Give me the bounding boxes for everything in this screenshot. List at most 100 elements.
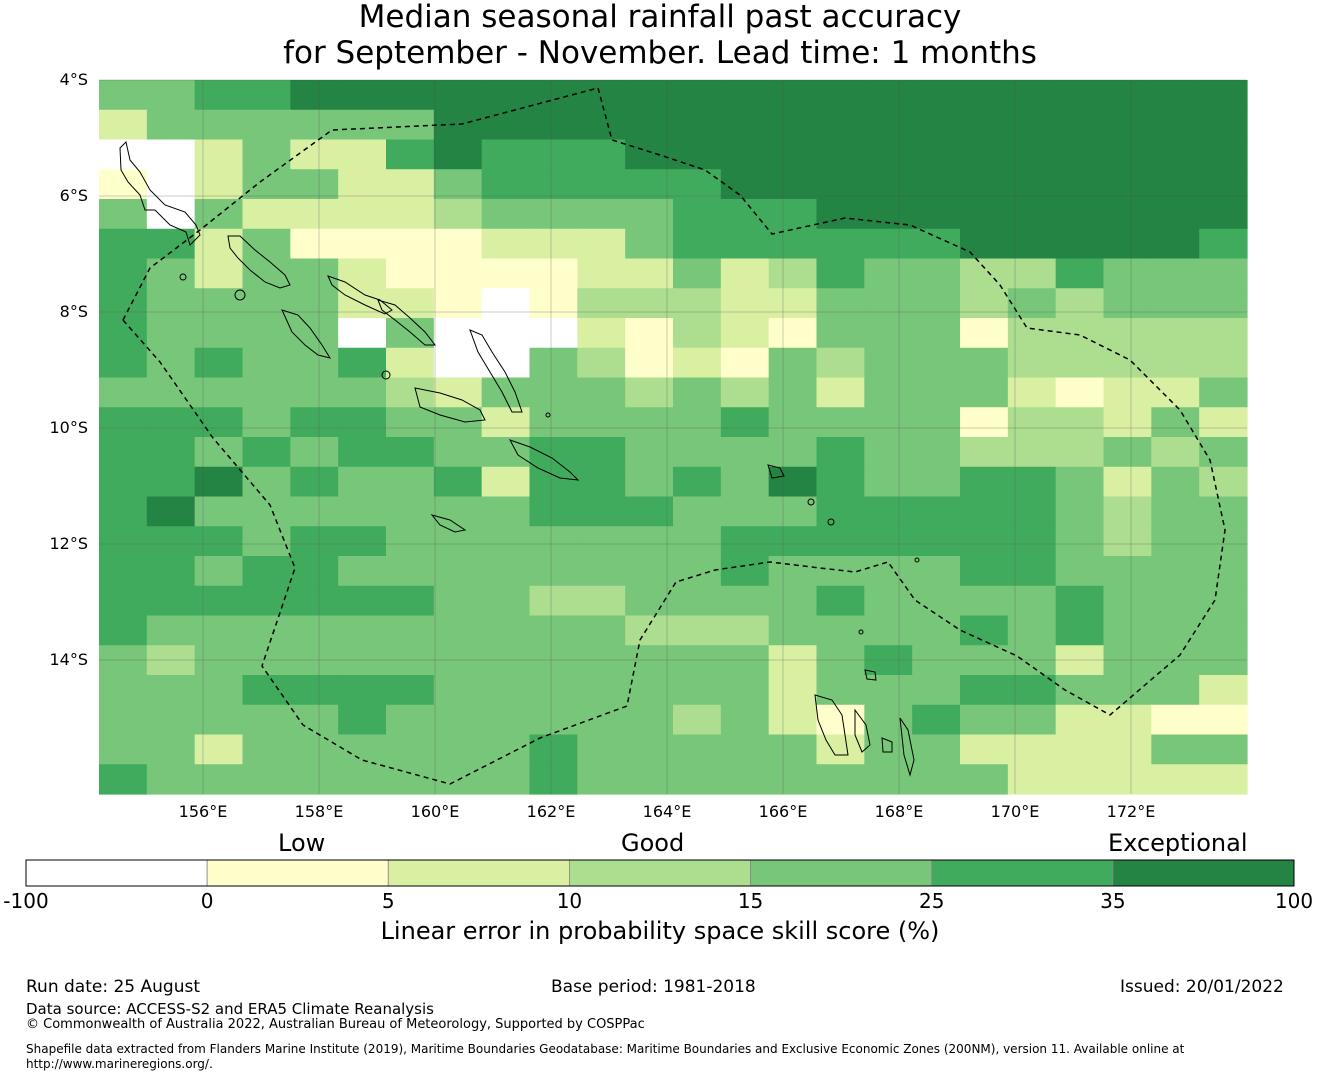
grid-cell (673, 466, 722, 498)
grid-cell (1151, 347, 1200, 379)
grid-cell (1151, 199, 1200, 230)
grid-cell (768, 437, 818, 468)
grid-cell (1103, 496, 1152, 527)
latitude-label: 8°S (59, 302, 88, 321)
grid-cell (864, 377, 913, 408)
grid-cell (99, 615, 148, 646)
grid-cell (816, 466, 865, 498)
grid-cell (625, 228, 674, 260)
skill-grid (99, 80, 1248, 795)
grid-cell (577, 615, 626, 646)
grid-cell (864, 556, 913, 587)
grid-cell (194, 496, 244, 527)
grid-cell (99, 526, 148, 557)
grid-cell (673, 704, 722, 736)
grid-cell (338, 734, 387, 765)
grid-cell (242, 347, 291, 379)
grid-cell (242, 466, 291, 498)
grid-cell (1007, 80, 1057, 111)
grid-cell (816, 80, 865, 111)
grid-cell (242, 526, 291, 557)
grid-cell (577, 556, 626, 587)
grid-cell (625, 645, 674, 676)
grid-cell (1055, 288, 1105, 319)
grid-cell (338, 109, 387, 141)
grid-cell (912, 199, 961, 230)
grid-cell (290, 80, 339, 111)
grid-cell (1055, 199, 1105, 230)
coastline-islet-7 (545, 412, 551, 418)
grid-cell (529, 615, 578, 646)
grid-cell (1007, 377, 1057, 408)
grid-cell (673, 764, 722, 795)
grid-cell (625, 764, 674, 795)
grid-cell (912, 585, 961, 617)
grid-cell (290, 675, 339, 706)
grid-cell (146, 585, 196, 617)
grid-cell (960, 496, 1009, 527)
colorbar-tick-label: 100 (1274, 889, 1314, 913)
grid-cell (1007, 318, 1057, 349)
grid-cell (146, 139, 196, 170)
grid-cell (577, 407, 626, 438)
grid-cell (1151, 437, 1200, 468)
grid-cell (1103, 80, 1152, 111)
colorbar-tick-label: 0 (200, 889, 214, 913)
grid-cell (1055, 496, 1105, 527)
grid-cell (338, 764, 387, 795)
grid-cell (386, 258, 435, 289)
grid-cell (1151, 318, 1200, 349)
grid-cell (912, 407, 961, 438)
colorbar-segment (25, 859, 208, 887)
grid-cell (960, 466, 1009, 498)
grid-cell (720, 347, 770, 379)
grid-cell (1007, 169, 1057, 200)
grid-cell (673, 347, 722, 379)
grid-cell (338, 526, 387, 557)
grid-cell (99, 407, 148, 438)
grid-cell (1103, 407, 1152, 438)
grid-cell (720, 496, 770, 527)
grid-cell (146, 764, 196, 795)
grid-cell (1007, 556, 1057, 587)
grid-cell (194, 556, 244, 587)
grid-cell (912, 80, 961, 111)
grid-cell (1199, 764, 1248, 795)
grid-cell (529, 734, 578, 765)
latitude-label: 10°S (49, 418, 88, 437)
grid-cell (768, 675, 818, 706)
grid-cell (816, 496, 865, 527)
grid-cell (1055, 675, 1105, 706)
coastline-malaita (469, 329, 523, 413)
grid-cell (146, 437, 196, 468)
grid-cell (960, 764, 1009, 795)
legend-category-low: Low (278, 829, 326, 857)
grid-cell (720, 764, 770, 795)
grid-cell (433, 288, 483, 319)
grid-cell (1199, 675, 1248, 706)
grid-cell (673, 318, 722, 349)
grid-cell (1199, 80, 1248, 111)
grid-cell (529, 169, 578, 200)
grid-cell (960, 704, 1009, 736)
grid-cell (1055, 318, 1105, 349)
grid-cell (720, 80, 770, 111)
grid-cell (816, 407, 865, 438)
grid-cell (1199, 466, 1248, 498)
grid-cell (146, 347, 196, 379)
grid-cell (864, 109, 913, 141)
grid-cell (481, 318, 531, 349)
grid-cell (1055, 139, 1105, 170)
grid-cell (816, 675, 865, 706)
grid-cell (720, 466, 770, 498)
grid-cell (338, 80, 387, 111)
grid-cell (960, 318, 1009, 349)
grid-cell (1151, 258, 1200, 289)
grid-cell (242, 377, 291, 408)
grid-cell (912, 526, 961, 557)
grid-cell (433, 526, 483, 557)
grid-cell (864, 258, 913, 289)
grid-cell (1103, 169, 1152, 200)
coastline-islet-4 (179, 273, 187, 281)
grid-cell (290, 764, 339, 795)
